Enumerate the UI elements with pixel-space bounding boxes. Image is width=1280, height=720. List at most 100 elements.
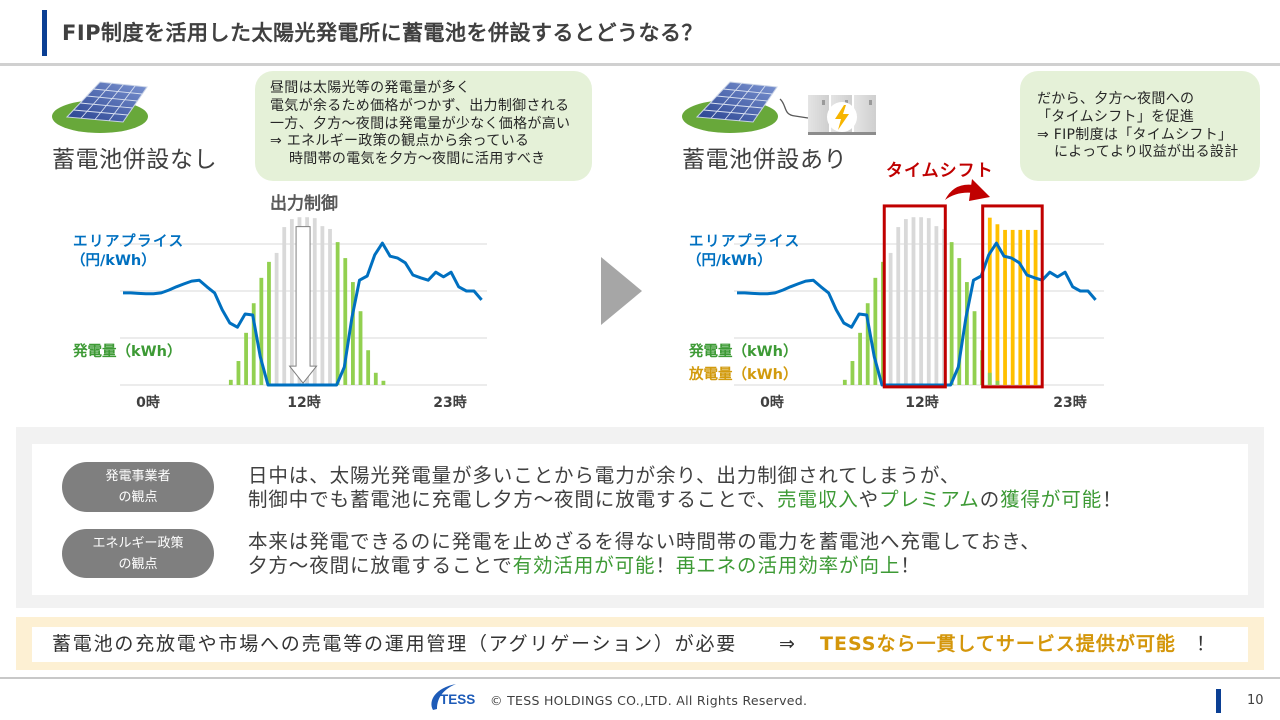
price-line — [123, 241, 483, 387]
banner-highlight: TESSなら一貫してサービス提供が可能 — [820, 633, 1176, 655]
highlight-segment: 獲得が可能 — [1000, 488, 1103, 511]
badge-policy-perspective: エネルギー政策 の観点 — [62, 529, 214, 578]
bar — [911, 217, 916, 385]
callout-line: 時間帯の電気を夕方～夜間に活用すべき — [289, 151, 546, 168]
callout-line: 「タイムシフト」を促進 — [1037, 108, 1195, 125]
panel-heading-with-battery: 蓄電池併設あり — [682, 147, 848, 173]
highlight-segment: プレミアム — [879, 488, 980, 511]
highlight-box — [981, 204, 1044, 389]
x-tick-label: 12時 — [287, 395, 321, 411]
bar — [888, 252, 893, 385]
bar — [903, 219, 908, 385]
callout-without-battery: 昼間は太陽光等の発電量が多く 電気が余るため価格がつかず、出力制御される 一方、… — [255, 71, 592, 181]
logo-text: TESS — [440, 692, 475, 707]
bar — [865, 303, 870, 385]
banner-arrow: ⇒ — [779, 633, 797, 655]
callout-line: だから、夕方～夜間への — [1037, 91, 1195, 107]
lightning-icon — [835, 105, 849, 130]
badge-line: の観点 — [118, 556, 158, 572]
callout-line: ⇒ FIP制度は「タイムシフト」 — [1037, 126, 1233, 143]
bar — [373, 372, 378, 385]
x-tick-label: 12時 — [905, 395, 939, 411]
bar — [850, 361, 855, 385]
bar — [934, 226, 939, 385]
bar — [949, 242, 954, 385]
battery-storage-icon — [779, 95, 876, 135]
time-shift-label: タイムシフト — [886, 161, 994, 181]
title-accent-bar — [42, 10, 47, 56]
highlight-segment: 売電収入 — [777, 488, 859, 511]
perspective-text-line: 本来は発電できるのに発電を止めざるを得ない時間帯の電力を蓄電池へ充電しておき、 — [248, 530, 1041, 554]
bar — [995, 380, 1000, 385]
bar — [259, 277, 264, 385]
badge-line: の観点 — [118, 490, 158, 505]
bar — [312, 218, 317, 385]
chart-with-battery — [734, 179, 1104, 389]
legend-generation: 発電量（kWh） — [73, 344, 182, 360]
text-segment: 夕方～夜間に放電することで — [248, 554, 513, 577]
highlight-segment: 有効活用が可能 — [512, 554, 656, 577]
callout-line: 昼間は太陽光等の発電量が多く — [270, 80, 471, 96]
text-segment: 制御中でも蓄電池に充電し夕方～夜間に放電することで、 — [248, 488, 778, 511]
banner-exclaim: ！ — [1196, 633, 1217, 655]
text-segment: 本来は発電できるのに発電を止めざるを得ない時間帯の電力を蓄電池へ充電しておき、 — [248, 530, 1041, 553]
bar — [965, 282, 969, 385]
perspectives-inner — [32, 444, 1248, 595]
tess-logo: TESS — [431, 684, 475, 710]
bar — [1033, 229, 1038, 385]
bar — [328, 228, 332, 385]
banner-text: 蓄電池の充放電や市場への売電等の運用管理（アグリゲーション）が必要 — [52, 633, 738, 655]
legend-price: エリアプライス — [73, 234, 185, 250]
perspective-text-line: 夕方～夜間に放電することで有効活用が可能！再エネの活用効率が向上！ — [248, 554, 921, 578]
text-segment: ！ — [1102, 488, 1123, 511]
legend-discharge: 放電量（kWh） — [689, 367, 798, 383]
text-segment: 日中は、太陽光発電量が多いことから電力が余り、出力制御されてしまうが、 — [248, 464, 961, 487]
solar-panel-icon — [682, 81, 778, 133]
x-tick-label: 0時 — [136, 395, 160, 411]
bar — [995, 224, 1000, 385]
callout-with-battery: だから、夕方～夜間への 「タイムシフト」を促進 ⇒ FIP制度は「タイムシフト」… — [1020, 71, 1260, 181]
highlight-segment: 再エネの活用効率が向上 — [675, 554, 901, 577]
chart-without-battery — [120, 217, 487, 387]
bar — [896, 227, 901, 385]
panel-heading-without-battery: 蓄電池併設なし — [52, 147, 218, 173]
bar — [335, 242, 340, 385]
bar — [267, 261, 271, 385]
bar — [842, 379, 847, 385]
page-title: FIP制度を活用した太陽光発電所に蓄電池を併設するとどうなる？ — [62, 21, 704, 45]
legend-price-unit: （円/kWh） — [71, 253, 156, 269]
page-number-accent — [1216, 689, 1221, 713]
text-segment: の — [979, 488, 1001, 511]
bar — [228, 379, 233, 385]
x-tick-label: 23時 — [433, 395, 467, 411]
bar — [251, 303, 256, 385]
price-line — [737, 241, 1097, 387]
bar — [282, 227, 287, 385]
header-divider — [0, 63, 1280, 66]
bar — [1026, 229, 1030, 385]
cable — [779, 98, 809, 119]
badge-line: 発電事業者 — [105, 469, 171, 484]
bar — [274, 252, 279, 385]
legend-generation: 発電量（kWh） — [689, 344, 798, 360]
curtailment-arrow-icon — [288, 226, 318, 384]
bar — [244, 332, 248, 385]
perspective-text-line: 日中は、太陽光発電量が多いことから電力が余り、出力制御されてしまうが、 — [248, 464, 960, 488]
bar — [972, 311, 977, 385]
bar — [320, 226, 325, 385]
logo-swoosh-icon — [431, 684, 456, 710]
callout-line: ⇒ エネルギー政策の観点から余っている — [270, 133, 530, 150]
bar — [351, 282, 355, 385]
bar — [919, 217, 924, 385]
text-segment: や — [858, 488, 880, 511]
legend-price-unit: （円/kWh） — [687, 253, 772, 269]
text-segment: ！ — [900, 554, 921, 577]
summary-banner-inner — [32, 627, 1248, 662]
badge-line: エネルギー政策 — [92, 535, 184, 551]
curved-arrow-icon — [945, 179, 990, 201]
bar — [873, 277, 878, 385]
bar — [343, 258, 348, 385]
text-segment: ！ — [655, 554, 676, 577]
bar — [926, 218, 931, 385]
arrow-right-icon — [601, 257, 642, 325]
